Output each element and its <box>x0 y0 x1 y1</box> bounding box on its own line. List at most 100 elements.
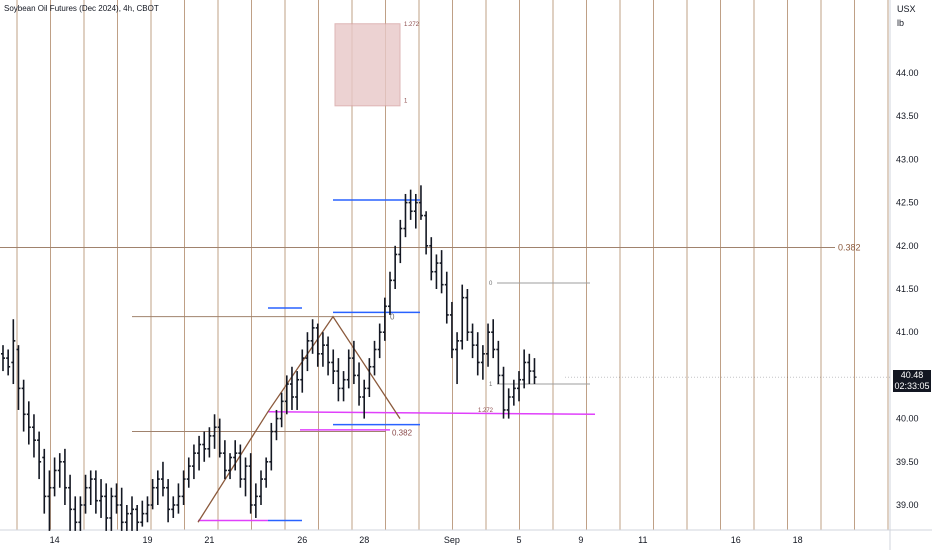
ohlc-bar <box>455 332 460 385</box>
x-tick-label: 16 <box>731 535 741 545</box>
ohlc-bar <box>429 237 434 281</box>
zigzag-pattern <box>197 315 401 523</box>
ohlc-bar <box>150 479 155 510</box>
ohlc-bar <box>274 409 279 441</box>
y-tick-label: 44.00 <box>896 68 919 78</box>
ohlc-bar <box>37 431 42 480</box>
ohlc-bar <box>501 366 506 419</box>
ohlc-bar <box>78 496 83 531</box>
ohlc-bar <box>207 427 212 458</box>
fib-label: 1.272 <box>404 22 420 28</box>
ohlc-bar <box>222 440 227 480</box>
ohlc-bar <box>109 487 114 531</box>
ohlc-bar <box>506 388 511 419</box>
ohlc-bar <box>320 332 325 367</box>
ohlc-bar <box>367 358 372 397</box>
fib-label: 0 <box>489 281 493 287</box>
ohlc-bar <box>186 457 191 488</box>
ohlc-bar <box>160 461 165 497</box>
ohlc-bar <box>517 371 521 402</box>
ohlc-bar <box>191 444 196 480</box>
fib-label: 0.382 <box>838 243 861 253</box>
ohlc-bar <box>1 345 5 372</box>
ohlc-bar <box>140 500 145 527</box>
ohlc-bar <box>393 245 398 289</box>
ohlc-bar <box>31 414 36 458</box>
ohlc-bar <box>176 483 181 514</box>
ohlc-bar <box>470 323 475 359</box>
ohlc-bar <box>439 250 444 294</box>
ohlc-bar <box>16 345 21 410</box>
ohlc-bar <box>480 345 485 380</box>
ohlc-bar <box>238 444 243 488</box>
ohlc-bar <box>155 470 160 505</box>
ohlc-bar <box>377 323 382 359</box>
ohlc-bar <box>491 319 496 359</box>
ohlc-bar <box>418 185 423 220</box>
ohlc-bar <box>73 496 78 531</box>
ohlc-bar <box>310 319 315 354</box>
ohlc-bar <box>145 496 150 523</box>
y-tick-label: 39.50 <box>896 457 919 467</box>
ohlc-bar <box>444 271 449 324</box>
ohlc-bar <box>424 211 429 255</box>
fib-box <box>334 23 401 107</box>
ohlc-bar <box>21 379 26 432</box>
ohlc-bar <box>346 349 351 389</box>
last-price: 40.48 <box>900 370 924 380</box>
axis-unit-lb: lb <box>897 18 905 28</box>
ohlc-bar <box>434 254 439 289</box>
ohlc-bar <box>88 470 93 505</box>
chart-title: Soybean Oil Futures (Dec 2024), 4h, CBOT <box>4 4 159 13</box>
ohlc-bar <box>351 340 356 385</box>
ohlc-bar <box>52 457 57 497</box>
ohlc-bar <box>403 193 408 238</box>
x-tick-label: 19 <box>142 535 152 545</box>
ohlc-bar <box>449 301 454 359</box>
ohlc-bar <box>83 474 88 514</box>
ohlc-bar <box>326 336 331 376</box>
ohlc-bar <box>357 362 362 406</box>
x-tick-label: 5 <box>516 535 521 545</box>
ohlc-bar <box>289 366 294 410</box>
ohlc-bar <box>341 371 346 402</box>
ohlc-bar <box>11 319 16 385</box>
ohlc-bar <box>486 323 491 367</box>
ohlc-bar <box>264 457 269 488</box>
ohlc-bar <box>248 453 253 514</box>
ohlc-bar <box>398 219 403 264</box>
ohlc-bar <box>388 271 392 315</box>
y-tick-label: 39.00 <box>896 500 919 510</box>
ohlc-bar <box>362 379 367 419</box>
fib-label: 1 <box>404 99 408 105</box>
y-tick-label: 40.00 <box>896 414 919 424</box>
x-tick-label: 11 <box>638 535 647 545</box>
fib-label: 1.272 <box>478 408 494 414</box>
ohlc-bar <box>511 379 516 406</box>
ohlc-bar <box>336 358 341 402</box>
x-tick-label: 9 <box>578 535 583 545</box>
ohlc-bar <box>475 332 480 376</box>
ohlc-bar <box>26 401 31 445</box>
ohlc-bar <box>212 414 217 449</box>
ohlc-bar <box>372 340 377 376</box>
y-tick-label: 43.00 <box>896 154 919 164</box>
ohlc-bar <box>104 483 109 531</box>
ohlc-bar <box>6 349 11 376</box>
ohlc-bar <box>124 505 129 531</box>
ohlc-bar <box>42 448 47 514</box>
y-tick-label: 41.50 <box>896 284 919 294</box>
ohlc-bar <box>228 453 233 480</box>
ohlc-bar <box>202 431 207 462</box>
ohlc-bar <box>284 375 289 415</box>
ohlc-bar <box>259 470 263 505</box>
fib-label: 0 <box>390 313 395 322</box>
ohlc-bar <box>217 418 222 458</box>
ohlc-bar <box>295 371 300 410</box>
y-tick-label: 42.50 <box>896 198 919 208</box>
ohlc-bar <box>233 440 238 471</box>
axis-unit-usx: USX <box>897 4 916 14</box>
x-tick-label: 18 <box>793 535 803 545</box>
ohlc-bar <box>181 470 186 505</box>
